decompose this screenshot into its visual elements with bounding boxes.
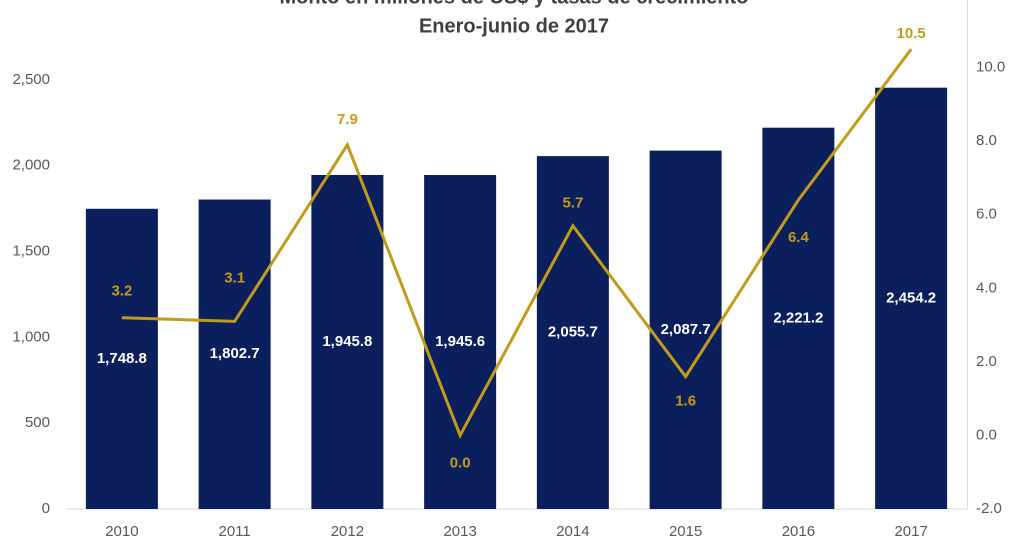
y-tick-label: 1,000	[12, 328, 50, 345]
line	[121, 48, 913, 440]
x-tick-label: 2011	[218, 523, 250, 540]
y2-tick-label: 2.0	[976, 353, 997, 370]
line-value-label: 6.4	[788, 229, 810, 246]
y-tick-label: 0	[42, 500, 50, 517]
bar-value-label: 2,055.7	[548, 324, 598, 341]
x-tick-label: 2012	[331, 523, 364, 540]
bar	[198, 199, 271, 509]
line-value-label: 1.6	[675, 393, 696, 410]
bar	[311, 174, 384, 509]
bar-value-label: 1,802.7	[210, 345, 260, 362]
line-value-label: 10.5	[897, 25, 926, 42]
y-tick-label: 2,000	[12, 157, 50, 174]
bar	[875, 87, 948, 509]
y2-tick-label: 10.0	[976, 59, 1005, 76]
x-tick-label: 2013	[443, 523, 476, 540]
bar-value-label: 2,221.2	[773, 309, 823, 326]
chart-title: Monto en millones de US$ y tasas de crec…	[279, 0, 748, 8]
bar	[424, 175, 497, 509]
bar-value-label: 1,748.8	[97, 350, 147, 367]
x-tick-label: 2014	[556, 523, 589, 540]
line-value-label: 7.9	[337, 111, 358, 128]
y-tick-label: 3,000	[12, 0, 50, 2]
line-value-label: 3.1	[224, 269, 245, 286]
bar	[536, 156, 609, 509]
y-tick-label: 1,500	[12, 242, 50, 259]
chart-subtitle: Enero-junio de 2017	[419, 15, 609, 37]
line-value-label: 3.2	[111, 283, 132, 300]
y2-tick-label: 12.0	[976, 0, 1005, 2]
line-value-label: 5.7	[562, 195, 583, 212]
bar-value-label: 2,454.2	[886, 289, 936, 306]
x-tick-label: 2016	[782, 523, 815, 540]
line-value-label: 0.0	[450, 454, 471, 471]
bar	[85, 208, 158, 509]
y2-tick-label: 0.0	[976, 426, 997, 443]
bar-value-label: 2,087.7	[661, 321, 711, 338]
bar	[762, 127, 835, 509]
y-tick-label: 500	[25, 414, 50, 431]
x-tick-label: 2015	[669, 523, 702, 540]
bar	[649, 150, 722, 509]
bar-value-label: 1,945.8	[322, 333, 372, 350]
y2-tick-label: -2.0	[976, 500, 1002, 517]
y-tick-label: 2,500	[12, 71, 50, 88]
y2-tick-label: 6.0	[976, 206, 997, 223]
y2-tick-label: 8.0	[976, 132, 997, 149]
y2-tick-label: 4.0	[976, 279, 997, 296]
bar-value-label: 1,945.6	[435, 333, 485, 350]
x-tick-label: 2017	[894, 523, 927, 540]
x-tick-label: 2010	[105, 523, 138, 540]
